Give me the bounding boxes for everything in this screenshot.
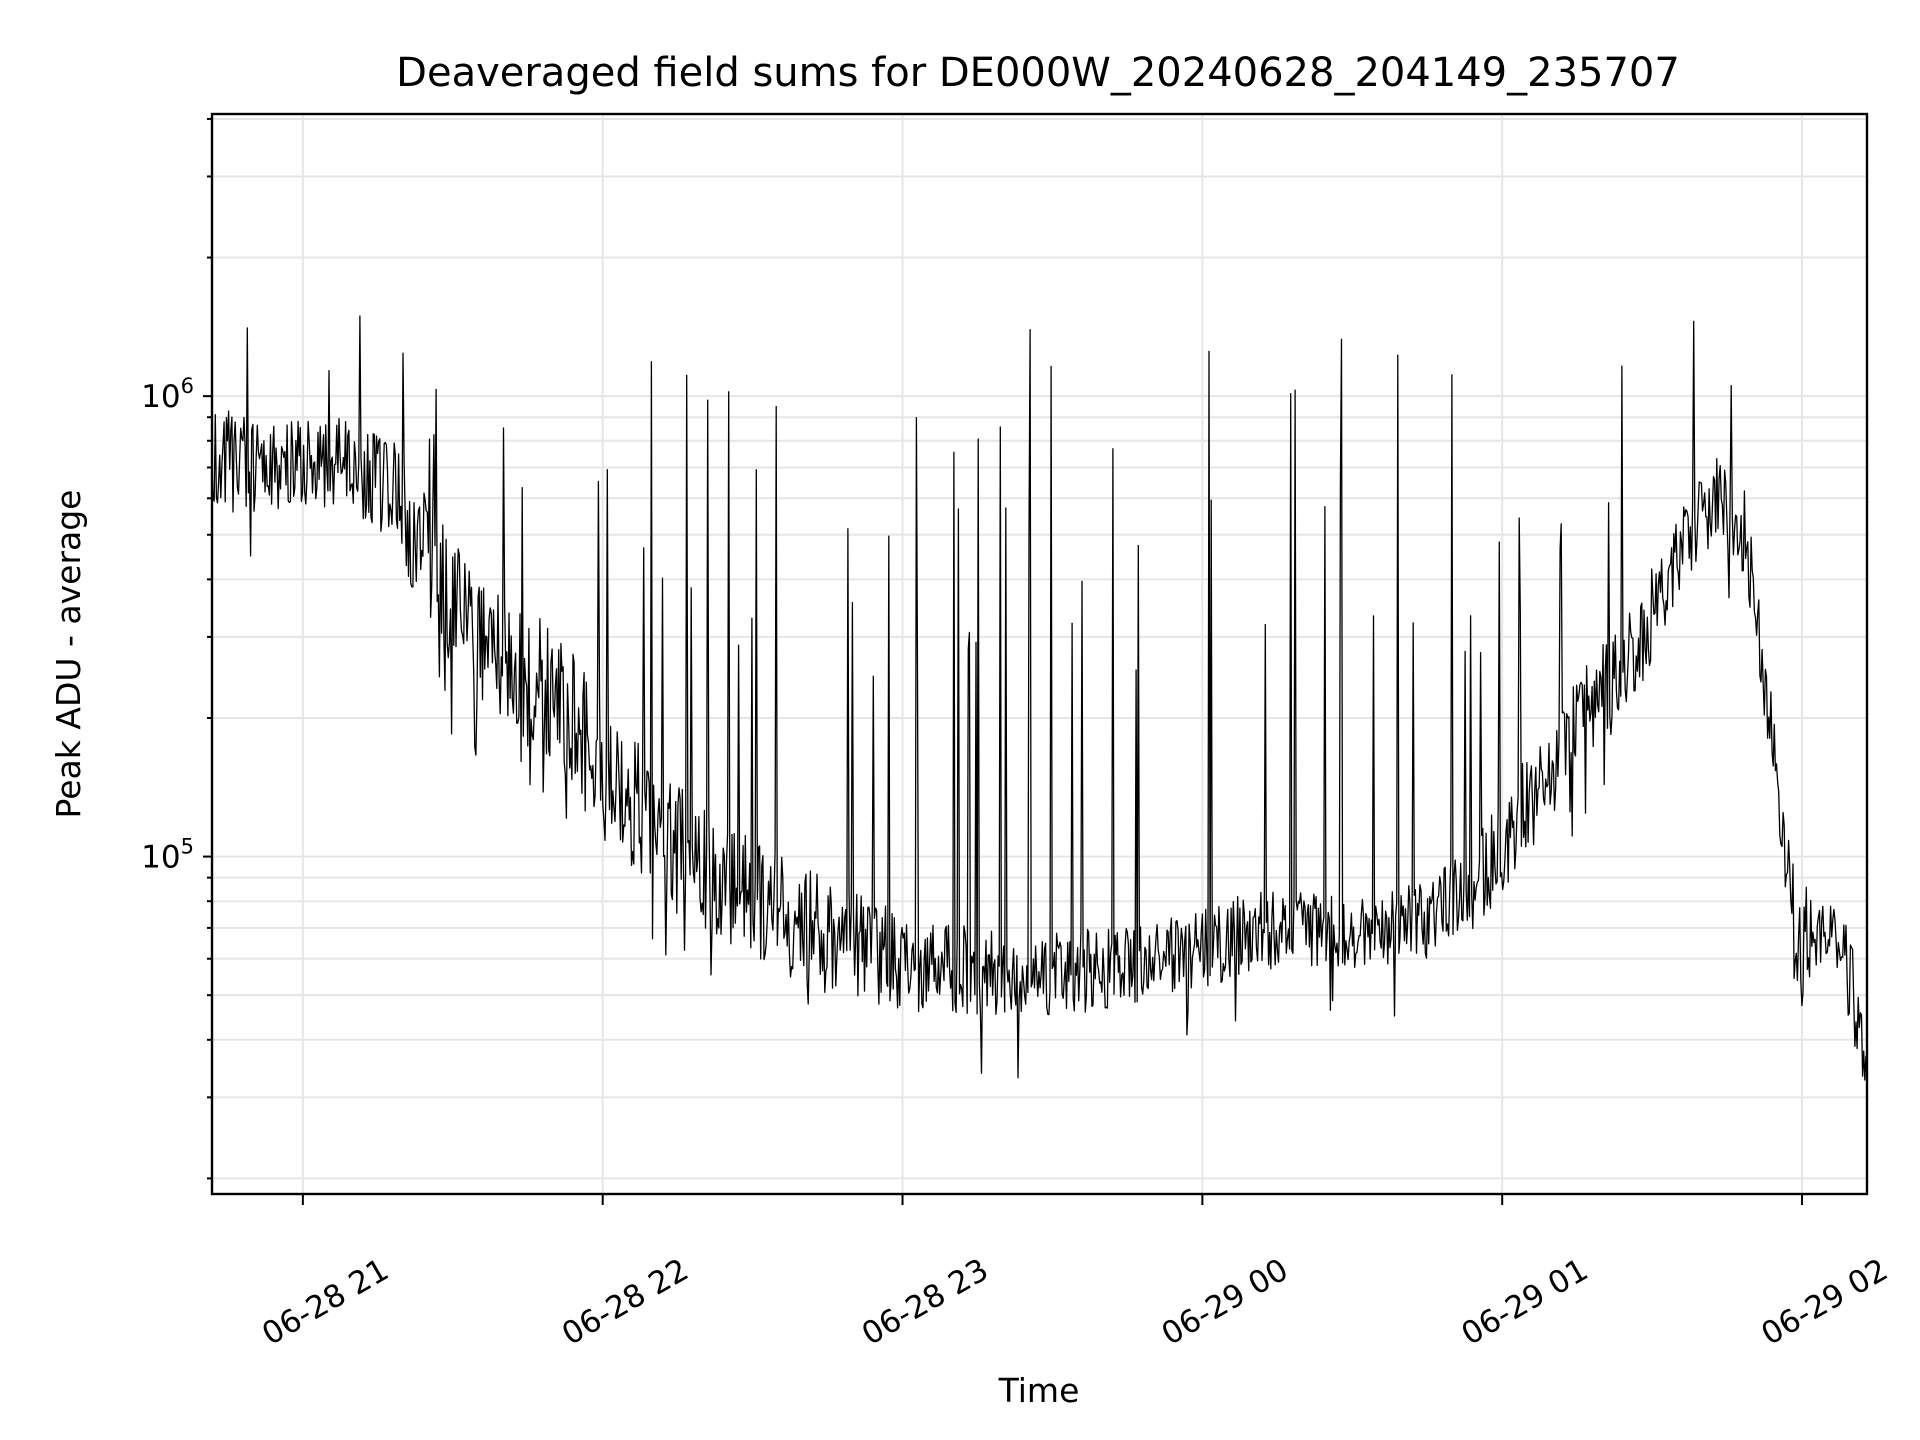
series-layer xyxy=(211,315,1868,1081)
plot-frame xyxy=(210,112,1869,1196)
y-tick-label: 106 xyxy=(141,374,194,415)
chart-title: Deaveraged field sums for DE000W_2024062… xyxy=(396,50,1680,96)
grid xyxy=(212,114,1867,1194)
series-line xyxy=(211,315,1868,1081)
y-axis-ticks: 105 106 xyxy=(141,117,212,1180)
y-tick-label: 105 xyxy=(141,835,194,876)
y-axis-label: Peak ADU - average xyxy=(49,490,88,819)
x-axis-label: Time xyxy=(998,1371,1080,1410)
